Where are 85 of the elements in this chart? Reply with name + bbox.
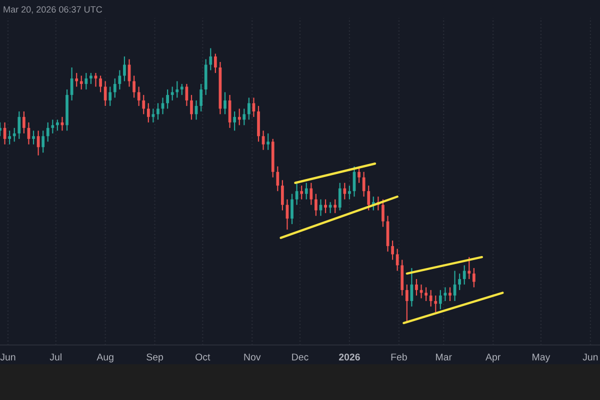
x-tick-label: Oct xyxy=(196,354,210,360)
candlestick xyxy=(166,88,169,110)
candlestick xyxy=(396,248,399,272)
candlestick xyxy=(142,94,146,115)
x-tick-label: Jul xyxy=(50,353,62,360)
candlestick xyxy=(358,166,360,184)
candlestick xyxy=(458,273,462,291)
candlestick xyxy=(132,75,136,98)
candlestick xyxy=(51,119,54,134)
x-tick-label: Nov xyxy=(244,354,261,360)
candlestick xyxy=(405,284,408,324)
x-tick-label: May xyxy=(532,354,550,362)
candlestick xyxy=(90,72,92,85)
candlestick xyxy=(310,182,313,206)
candlestick xyxy=(104,80,107,106)
candlestick xyxy=(248,97,250,120)
candlestick xyxy=(242,108,246,126)
candlestick xyxy=(209,48,212,71)
candlestick xyxy=(434,294,438,313)
candlestick xyxy=(94,72,98,88)
candlestick xyxy=(276,166,280,192)
candlestick xyxy=(420,284,423,299)
candlestick xyxy=(391,240,394,260)
x-tick-label: Feb xyxy=(391,353,407,360)
candlestick xyxy=(84,72,88,90)
candlestick xyxy=(32,130,35,145)
candlestick xyxy=(75,72,78,88)
candlestick xyxy=(415,278,418,296)
candlestick xyxy=(12,127,16,142)
candlestick xyxy=(123,56,126,82)
candlestick xyxy=(304,182,308,200)
candlestick xyxy=(18,110,21,140)
candlestick xyxy=(108,86,112,106)
candlestick xyxy=(438,289,442,310)
candlestick xyxy=(46,122,50,142)
text: Mar 20, 2026 06:37 UTC xyxy=(4,6,102,14)
candlestick xyxy=(328,202,332,214)
x-tick-label: Apr xyxy=(486,354,500,362)
x-tick-label: Aug xyxy=(96,354,114,362)
candlestick xyxy=(152,108,155,123)
candlestick xyxy=(8,130,12,145)
candlestick xyxy=(448,286,452,302)
candlestick xyxy=(200,83,202,112)
x-tick-label: Mar xyxy=(436,354,452,360)
x-tick-label: 2026 xyxy=(338,354,360,360)
candlestick xyxy=(367,185,370,211)
x-tick-label: Dec xyxy=(292,354,308,360)
candlestick xyxy=(80,75,83,90)
candlestick xyxy=(281,180,284,211)
candlestick xyxy=(362,171,366,198)
candlestick xyxy=(338,182,342,211)
candlestick xyxy=(22,110,26,134)
x-tick-label: Sep xyxy=(146,354,164,362)
candlestick xyxy=(99,75,102,93)
candlestick xyxy=(468,256,471,280)
candlestick xyxy=(266,132,270,150)
candlestick xyxy=(472,268,476,288)
candlestick xyxy=(343,182,346,200)
candlestick xyxy=(429,289,432,308)
x-tick-label: Jun xyxy=(582,354,598,360)
candlestick xyxy=(118,70,122,90)
candlestick xyxy=(170,86,174,101)
candlestick xyxy=(190,94,193,120)
candlestick xyxy=(324,198,327,214)
candlestick xyxy=(137,86,140,106)
candlestick xyxy=(348,185,351,200)
candlestick xyxy=(42,130,45,154)
candlestick xyxy=(156,102,160,120)
candlestick xyxy=(214,53,217,74)
candlestick xyxy=(314,193,318,216)
candlestick xyxy=(224,92,226,115)
candlestick xyxy=(146,102,150,123)
candlestick xyxy=(113,78,116,98)
candlestick xyxy=(56,119,59,132)
candlestick xyxy=(180,83,184,96)
candlestick xyxy=(176,80,179,98)
candlestick xyxy=(233,110,236,132)
candlestick xyxy=(238,108,241,126)
candlestick xyxy=(382,198,384,228)
candlestick xyxy=(290,193,294,225)
candlestick xyxy=(424,286,428,302)
candlestick xyxy=(334,198,337,214)
x-tick-label: Jun xyxy=(0,354,16,360)
candlestick xyxy=(300,185,304,200)
candlestick xyxy=(462,264,466,286)
